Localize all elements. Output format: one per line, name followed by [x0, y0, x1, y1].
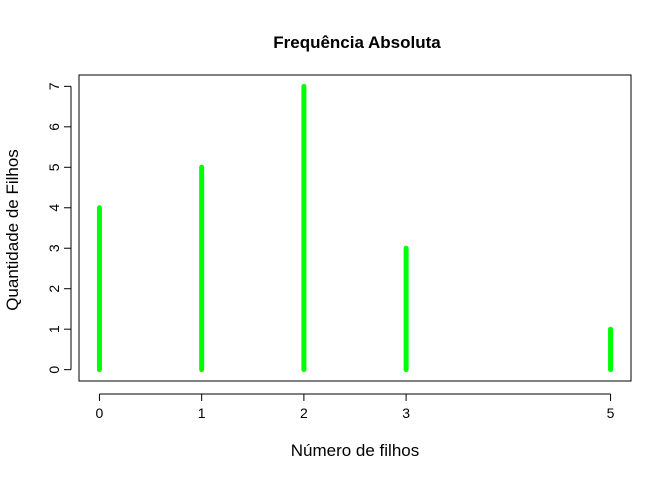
y-tick-label-6: 6: [46, 123, 62, 131]
x-ticks: 0 1 2 3 5: [96, 394, 615, 421]
y-axis-label: Quantidade de Filhos: [3, 149, 22, 311]
x-tick-label-2: 2: [300, 405, 308, 421]
x-axis-label: Número de filhos: [291, 441, 420, 460]
y-tick-label-1: 1: [46, 325, 62, 333]
x-axis: 0 1 2 3 5: [96, 393, 615, 421]
bars-layer: [96, 83, 614, 373]
x-tick-label-3: 3: [402, 405, 410, 421]
y-tick-label-7: 7: [46, 82, 62, 90]
x-tick-label-1: 1: [198, 405, 206, 421]
y-tick-label-5: 5: [46, 163, 62, 171]
y-tick-label-2: 2: [46, 285, 62, 293]
y-tick-label-3: 3: [46, 244, 62, 252]
x-tick-label-5: 5: [607, 405, 615, 421]
y-tick-label-4: 4: [46, 204, 62, 212]
y-ticks: 0 1 2 3 4 5 6 7: [46, 82, 71, 374]
y-axis: 0 1 2 3 4 5 6 7: [46, 82, 72, 374]
y-tick-label-0: 0: [46, 366, 62, 374]
x-tick-label-0: 0: [96, 405, 104, 421]
chart-title: Frequência Absoluta: [273, 33, 441, 52]
plot-frame: [78, 74, 632, 382]
